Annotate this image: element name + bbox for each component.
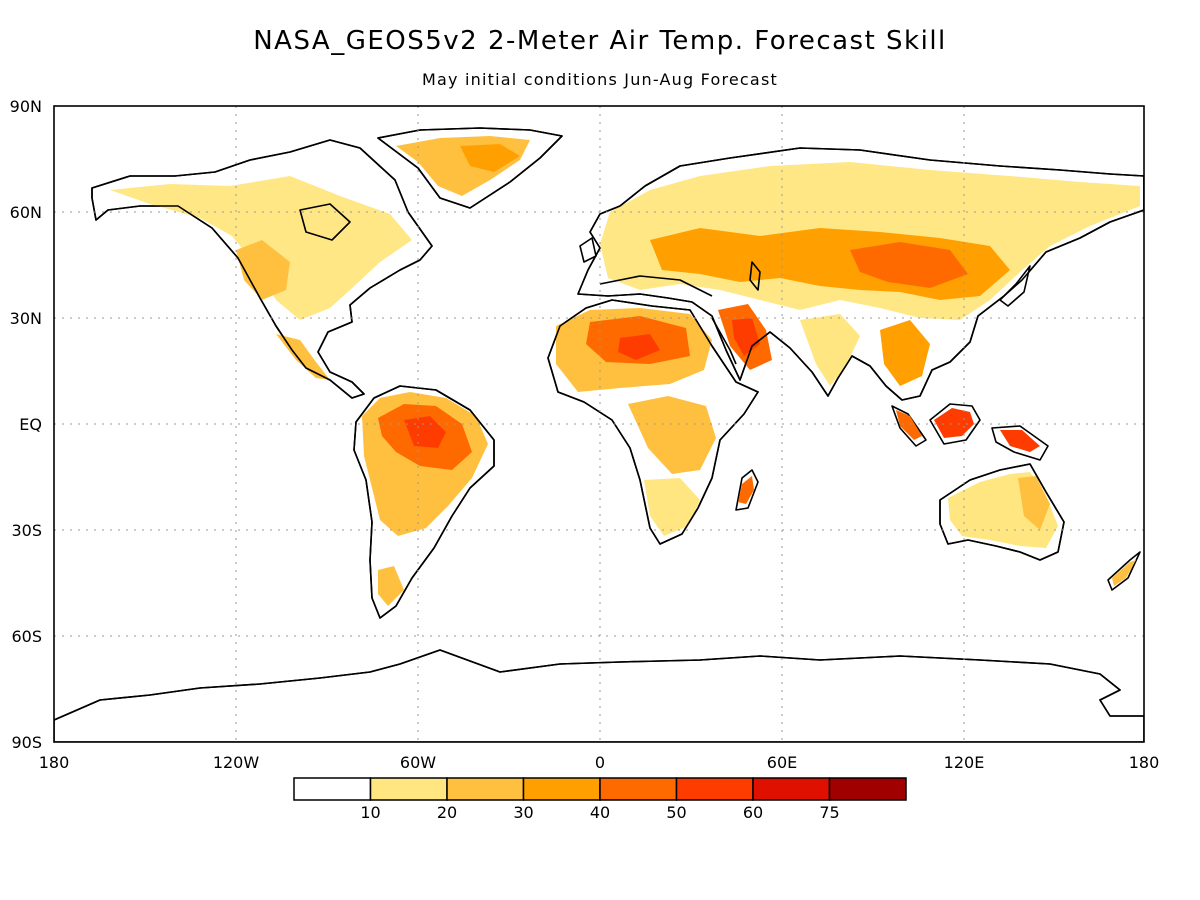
outline-antarctica — [54, 649, 1144, 721]
map-grid — [54, 106, 1144, 742]
skill-patch-central-africa — [628, 396, 716, 474]
skill-patch-sahara-hotspot — [618, 334, 660, 360]
colorbar-swatch — [293, 777, 372, 801]
colorbar-swatch — [752, 777, 831, 801]
colorbar-swatch — [828, 777, 907, 801]
lat-tick-label: EQ — [19, 415, 42, 434]
outline-caspian — [749, 261, 761, 291]
lat-tick-label: 30S — [11, 521, 42, 540]
skill-patch-southeast-asia — [880, 320, 930, 386]
lat-tick-label: 60S — [11, 627, 42, 646]
outline-greenland — [377, 127, 563, 209]
skill-patch-new-zealand — [1112, 560, 1136, 586]
lon-tick-label: 120E — [944, 753, 985, 772]
colorbar-label: 60 — [743, 803, 763, 822]
outline-red-sea — [711, 317, 737, 365]
landmass-antarctica — [54, 649, 1144, 742]
skill-patch-australia-east — [1018, 476, 1050, 530]
lon-tick-label: 120W — [213, 753, 260, 772]
lon-tick-label: 180 — [1129, 753, 1160, 772]
skill-patch-borneo — [934, 408, 974, 438]
colorbar-label: 75 — [819, 803, 839, 822]
skill-patch-arabian-core — [732, 318, 760, 356]
skill-patch-new-guinea — [1000, 430, 1040, 452]
outline-africa — [547, 299, 759, 545]
colorbar-swatch — [522, 777, 601, 801]
colorbar-label: 10 — [360, 803, 380, 822]
map-plot-area — [54, 106, 1144, 742]
colorbar-label: 20 — [437, 803, 457, 822]
skill-patch-patagonia — [378, 566, 404, 606]
lon-tick-label: 60W — [400, 753, 436, 772]
skill-patch-india — [800, 314, 860, 386]
latitude-axis: 90N 60N 30N EQ 30S 60S 90S — [10, 97, 42, 752]
lon-tick-label: 180 — [39, 753, 70, 772]
map-title: NASA_GEOS5v2 2-Meter Air Temp. Forecast … — [253, 26, 947, 56]
longitude-axis: 180 120W 60W 0 60E 120E 180 — [39, 753, 1160, 772]
colorbar-label: 50 — [666, 803, 686, 822]
lon-tick-label: 60E — [767, 753, 797, 772]
skill-patch-greenland-core — [460, 144, 520, 172]
map-subtitle: May initial conditions Jun-Aug Forecast — [422, 70, 778, 89]
colorbar-label: 40 — [590, 803, 610, 822]
lat-tick-label: 90S — [11, 733, 42, 752]
coastline-overlay — [54, 127, 1144, 721]
skill-patch-central-asia-core — [850, 242, 968, 288]
colorbar-swatch — [369, 777, 448, 801]
colorbar-swatch — [675, 777, 754, 801]
outline-eurasia — [577, 147, 1144, 401]
colorbar-swatch — [446, 777, 525, 801]
map-frame — [53, 105, 1145, 743]
skill-patch-sumatra — [896, 410, 922, 440]
colorbar: 10 20 30 40 50 60 75 — [293, 777, 907, 822]
outline-australia — [939, 463, 1065, 561]
skill-patch-southern-africa — [644, 478, 700, 536]
lat-tick-label: 60N — [10, 203, 42, 222]
skill-shading — [110, 136, 1140, 606]
lat-tick-label: 30N — [10, 309, 42, 328]
skill-patch-madagascar — [738, 476, 754, 504]
lon-tick-label: 0 — [595, 753, 605, 772]
outline-north-america — [91, 139, 433, 399]
outline-south-america — [353, 385, 495, 619]
colorbar-swatch — [599, 777, 678, 801]
lat-tick-label: 90N — [10, 97, 42, 116]
outline-hudson-bay — [299, 203, 351, 241]
outline-mediterranean — [599, 275, 713, 297]
skill-patch-north-america-core — [236, 240, 290, 300]
colorbar-label: 30 — [513, 803, 533, 822]
